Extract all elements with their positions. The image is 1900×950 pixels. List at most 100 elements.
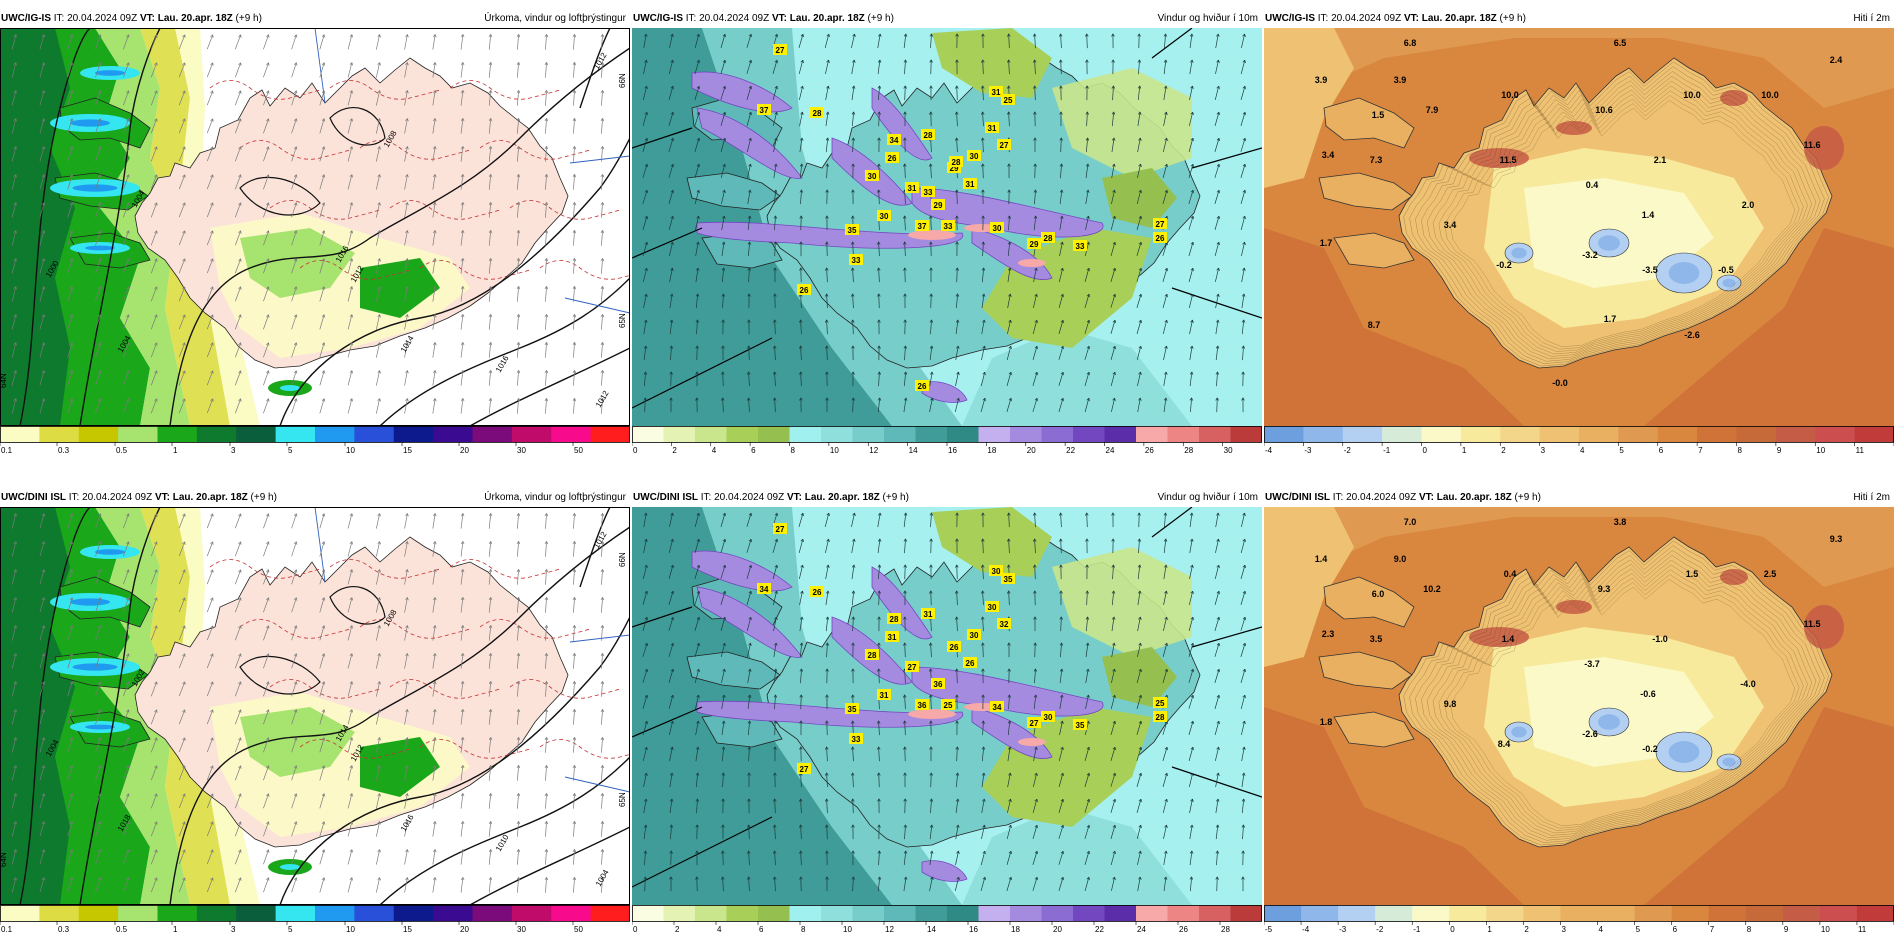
wind-gust-value: 25 bbox=[1153, 697, 1167, 708]
colorbar-swatch bbox=[39, 426, 80, 442]
svg-text:35: 35 bbox=[848, 226, 857, 235]
wind-gust-value: 29 bbox=[1027, 238, 1041, 249]
colorbar-tick: 0 bbox=[633, 446, 638, 455]
colorbar-swatch bbox=[1167, 905, 1200, 921]
wind-gust-value: 25 bbox=[941, 699, 955, 710]
wind-gust-value: 27 bbox=[905, 661, 919, 672]
colorbar-tick: 4 bbox=[712, 446, 717, 455]
temperature-value: 7.3 bbox=[1370, 155, 1383, 165]
colorbar-swatch bbox=[236, 905, 277, 921]
colorbar-tick: 0.1 bbox=[1, 925, 13, 934]
wind-gust-value: 26 bbox=[963, 657, 977, 668]
wind-gust-value: 34 bbox=[990, 701, 1004, 712]
svg-text:35: 35 bbox=[848, 705, 857, 714]
temperature-value: -0.6 bbox=[1640, 689, 1656, 699]
temperature-value: 3.5 bbox=[1370, 634, 1383, 644]
colorbar-tick: 16 bbox=[969, 925, 978, 934]
temperature-value: 9.3 bbox=[1598, 584, 1611, 594]
model-name: UWC/IG-IS bbox=[633, 13, 683, 24]
colorbar-tick: 24 bbox=[1106, 446, 1115, 455]
colorbar-tick: -1 bbox=[1383, 446, 1391, 455]
svg-text:33: 33 bbox=[852, 735, 861, 744]
colorbar-tick: 6 bbox=[751, 446, 756, 455]
wind-gust-value: 26 bbox=[1153, 232, 1167, 243]
temperature-value: 1.4 bbox=[1642, 210, 1655, 220]
colorbar-tick: 5 bbox=[288, 446, 293, 455]
colorbar-tick: -4 bbox=[1265, 446, 1273, 455]
colorbar-tick: 30 bbox=[517, 925, 526, 934]
temperature-value: 0.4 bbox=[1504, 569, 1517, 579]
colorbar-tick: 8 bbox=[1747, 925, 1752, 934]
colorbar-swatch bbox=[1819, 905, 1858, 921]
colorbar-swatch bbox=[511, 426, 552, 442]
colorbar: 0.1 0.3 0.5 1 3 5 10 15 20 30 50 bbox=[0, 905, 630, 939]
colorbar-tick: 2 bbox=[1501, 446, 1506, 455]
svg-text:27: 27 bbox=[1030, 719, 1039, 728]
colorbar-swatch bbox=[1854, 426, 1894, 442]
svg-text:28: 28 bbox=[1044, 234, 1053, 243]
wind-gust-value: 33 bbox=[849, 733, 863, 744]
colorbar-swatch bbox=[78, 905, 119, 921]
colorbar-tick: 10 bbox=[1821, 925, 1830, 934]
panel-header: UWC/DINI ISL IT: 20.04.2024 09Z VT: Lau.… bbox=[1264, 489, 1894, 507]
colorbar-tick: -2 bbox=[1376, 925, 1384, 934]
colorbar-svg: -4-3-2-10123456789101112 bbox=[1264, 426, 1894, 455]
field-title: Vindur og hviður í 10m bbox=[1157, 13, 1258, 24]
temperature-value: 1.8 bbox=[1320, 717, 1333, 727]
colorbar-tick: 3 bbox=[1541, 446, 1546, 455]
panel-header: UWC/DINI ISL IT: 20.04.2024 09Z VT: Lau.… bbox=[632, 489, 1262, 507]
colorbar-swatch bbox=[758, 905, 790, 921]
colorbar-swatch bbox=[1010, 905, 1042, 921]
init-time: IT: 20.04.2024 09Z bbox=[1330, 492, 1419, 503]
colorbar-swatch bbox=[632, 905, 664, 921]
temperature-value: -2.6 bbox=[1684, 330, 1700, 340]
colorbar-tick: 0.1 bbox=[1, 446, 13, 455]
svg-text:30: 30 bbox=[993, 224, 1002, 233]
colorbar-swatch bbox=[1264, 905, 1302, 921]
wind-gust-value: 30 bbox=[865, 170, 879, 181]
wind-gust-value: 33 bbox=[921, 186, 935, 197]
colorbar-swatch bbox=[590, 426, 630, 442]
field-title: Vindur og hviður í 10m bbox=[1157, 492, 1258, 503]
lead-time: (+9 h) bbox=[1511, 492, 1541, 503]
colorbar-swatch bbox=[393, 905, 434, 921]
colorbar-swatch bbox=[0, 905, 40, 921]
colorbar-tick: 11 bbox=[1858, 925, 1867, 934]
colorbar-swatch bbox=[1815, 426, 1856, 442]
colorbar-tick: 6 bbox=[1659, 446, 1664, 455]
colorbar-svg: -5-4-3-2-10123456789101112 bbox=[1264, 905, 1894, 934]
svg-text:29: 29 bbox=[1030, 240, 1039, 249]
temperature-value: -2.6 bbox=[1582, 729, 1598, 739]
svg-text:31: 31 bbox=[966, 180, 975, 189]
temperature-value: -0.5 bbox=[1718, 265, 1734, 275]
valid-time: VT: Lau. 20.apr. 18Z bbox=[771, 13, 865, 24]
colorbar-tick: 20 bbox=[1053, 925, 1062, 934]
wind-gust-value: 31 bbox=[877, 689, 891, 700]
svg-text:25: 25 bbox=[1004, 96, 1013, 105]
wind-gust-value: 26 bbox=[797, 284, 811, 295]
temperature-value: 3.4 bbox=[1322, 150, 1335, 160]
colorbar-swatch bbox=[1775, 426, 1816, 442]
wind-gust-value: 25 bbox=[1001, 94, 1015, 105]
colorbar-swatch bbox=[852, 905, 885, 921]
colorbar-swatch bbox=[590, 905, 630, 921]
colorbar-tick: 26 bbox=[1145, 446, 1154, 455]
wind-gust-value: 30 bbox=[989, 565, 1003, 576]
temperature-value: -3.2 bbox=[1582, 250, 1598, 260]
colorbar-swatch bbox=[1041, 905, 1074, 921]
wind-gust-value: 27 bbox=[1153, 218, 1167, 229]
colorbar-swatch bbox=[1342, 426, 1383, 442]
colorbar-swatch bbox=[632, 426, 664, 442]
colorbar-tick: 7 bbox=[1710, 925, 1715, 934]
wind-gust-value: 31 bbox=[921, 608, 935, 619]
svg-text:28: 28 bbox=[952, 158, 961, 167]
colorbar-tick: 14 bbox=[909, 446, 918, 455]
svg-text:37: 37 bbox=[760, 106, 769, 115]
map-area: 1012 1008 1002 1004 1010 1012 1016 1018 1014 1004… bbox=[0, 507, 630, 905]
wind-gust-value: 28 bbox=[810, 107, 824, 118]
lat-label: 66N bbox=[618, 552, 627, 567]
colorbar-swatch bbox=[275, 905, 316, 921]
wind-gust-value: 31 bbox=[985, 122, 999, 133]
colorbar-swatch bbox=[1303, 426, 1344, 442]
colorbar-swatch bbox=[1856, 905, 1894, 921]
